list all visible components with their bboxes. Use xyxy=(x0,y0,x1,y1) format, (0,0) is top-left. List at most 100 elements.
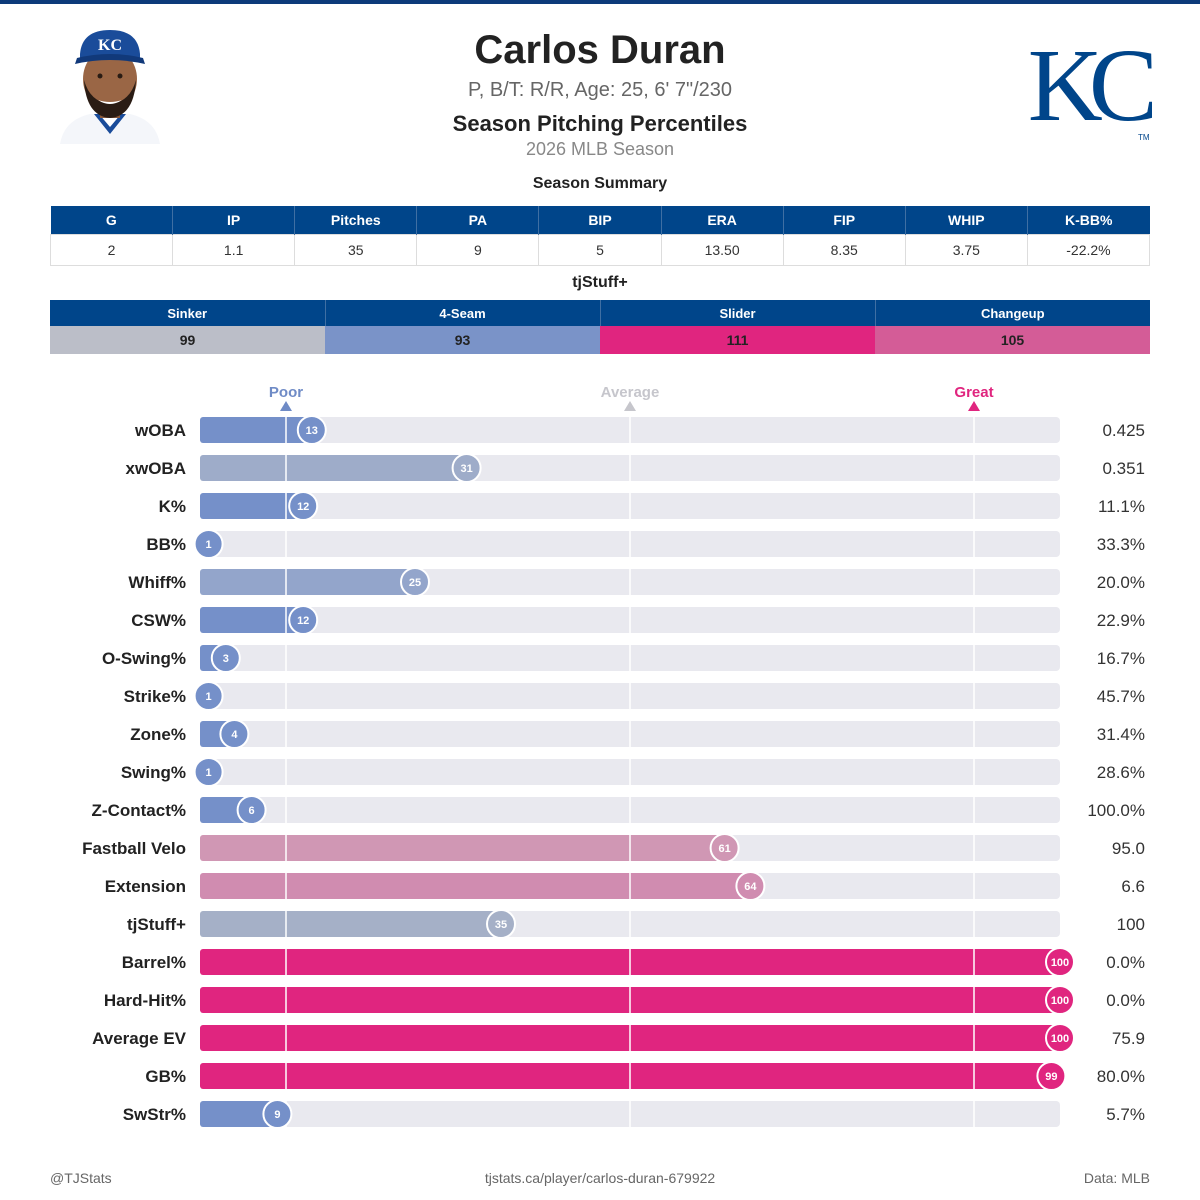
percentile-marker xyxy=(1045,1023,1075,1053)
percentile-value: 6 xyxy=(249,805,255,817)
season-summary-table: G IP Pitches PA BIP ERA FIP WHIP K-BB% 2… xyxy=(49,206,1151,266)
metric-label: wOBA xyxy=(134,421,186,440)
summary-header: IP xyxy=(172,206,296,235)
stat-value: 80.0% xyxy=(1097,1067,1145,1086)
percentile-value: 61 xyxy=(718,843,730,855)
summary-header: Pitches xyxy=(294,206,418,235)
summary-value: 5 xyxy=(538,234,662,266)
summary-header: PA xyxy=(416,206,540,235)
metric-label: GB% xyxy=(145,1067,186,1086)
metric-label: SwStr% xyxy=(123,1105,186,1124)
stat-value: 75.9 xyxy=(1112,1029,1145,1048)
percentile-marker xyxy=(219,719,250,749)
percentile-value: 31 xyxy=(460,463,472,475)
reference-marker-icon xyxy=(968,401,980,411)
metric-label: xwOBA xyxy=(126,459,186,478)
percentile-marker xyxy=(193,681,224,711)
percentile-value: 12 xyxy=(297,501,309,513)
stat-value: 5.7% xyxy=(1106,1105,1145,1124)
percentile-value: 100 xyxy=(1051,957,1069,969)
summary-value: 13.50 xyxy=(660,234,784,266)
percentile-bar xyxy=(200,455,467,481)
stat-value: 0.0% xyxy=(1106,991,1145,1010)
percentile-value: 64 xyxy=(744,881,757,893)
summary-value: 3.75 xyxy=(904,234,1028,266)
percentile-marker xyxy=(288,491,319,521)
percentile-marker xyxy=(1045,985,1075,1015)
metric-label: tjStuff+ xyxy=(127,915,186,934)
percentile-marker xyxy=(210,643,241,673)
pitch-tjstuff-value: 111 xyxy=(600,326,875,354)
percentile-bar xyxy=(200,569,415,595)
summary-header-row: G IP Pitches PA BIP ERA FIP WHIP K-BB% xyxy=(50,206,1150,235)
percentile-marker xyxy=(451,453,482,483)
reference-label: Average xyxy=(601,384,660,401)
stat-value: 22.9% xyxy=(1097,611,1145,630)
player-photo: KC xyxy=(50,24,170,144)
tjstuff-value-row: 99 93 111 105 xyxy=(50,326,1150,354)
percentile-bar xyxy=(200,1063,1052,1089)
pitch-type-header: Changeup xyxy=(875,300,1150,326)
summary-header: K-BB% xyxy=(1027,206,1150,235)
percentile-marker xyxy=(486,909,516,939)
metric-label: BB% xyxy=(146,535,186,554)
percentile-value: 9 xyxy=(274,1109,280,1121)
top-accent-bar xyxy=(0,0,1200,4)
percentile-marker xyxy=(193,757,224,787)
percentile-value: 4 xyxy=(231,729,238,741)
stat-value: 31.4% xyxy=(1097,725,1145,744)
reference-marker-icon xyxy=(280,401,292,411)
tjstuff-table: Sinker 4-Seam Slider Changeup 99 93 111 … xyxy=(50,300,1150,354)
metric-label: CSW% xyxy=(131,611,186,630)
percentile-marker xyxy=(288,605,319,635)
percentile-value: 1 xyxy=(206,691,212,703)
percentile-bar xyxy=(200,911,501,937)
summary-value: -22.2% xyxy=(1026,234,1151,266)
metric-label: Strike% xyxy=(124,687,186,706)
footer-url: tjstats.ca/player/carlos-duran-679922 xyxy=(484,1170,716,1186)
stat-value: 95.0 xyxy=(1112,839,1145,858)
percentile-value: 12 xyxy=(297,615,309,627)
stat-value: 0.351 xyxy=(1102,459,1145,478)
metric-label: Average EV xyxy=(92,1029,187,1048)
pitch-tjstuff-value: 105 xyxy=(875,326,1150,354)
summary-header: WHIP xyxy=(905,206,1028,235)
team-logo-text: KC xyxy=(1028,28,1152,143)
percentile-value: 100 xyxy=(1051,995,1069,1007)
percentile-marker xyxy=(709,833,740,863)
footer-source: Data: MLB xyxy=(1083,1170,1150,1186)
percentile-marker xyxy=(400,567,430,597)
metric-label: Fastball Velo xyxy=(82,839,186,858)
percentile-marker xyxy=(1045,947,1075,977)
percentile-value: 25 xyxy=(409,577,421,589)
metric-label: Swing% xyxy=(121,763,186,782)
summary-value: 8.35 xyxy=(782,234,906,266)
percentile-bar xyxy=(200,417,312,443)
percentile-value: 1 xyxy=(206,767,212,779)
stat-value: 28.6% xyxy=(1097,763,1145,782)
metric-label: Z-Contact% xyxy=(92,801,186,820)
metric-label: Whiff% xyxy=(128,573,186,592)
percentile-marker xyxy=(262,1099,293,1129)
stat-value: 45.7% xyxy=(1097,687,1145,706)
trademark-mark: TM xyxy=(1138,133,1150,142)
percentile-value: 1 xyxy=(206,539,212,551)
metric-label: Zone% xyxy=(130,725,186,744)
stat-value: 0.0% xyxy=(1106,953,1145,972)
percentile-marker xyxy=(236,795,267,825)
stat-value: 33.3% xyxy=(1097,535,1145,554)
summary-value: 35 xyxy=(294,234,418,266)
percentile-bar xyxy=(200,607,304,633)
percentile-value: 3 xyxy=(223,653,229,665)
percentile-value: 35 xyxy=(495,919,507,931)
percentile-value: 13 xyxy=(306,425,318,437)
metric-label: K% xyxy=(159,497,186,516)
percentile-bar xyxy=(200,873,751,899)
stat-value: 11.1% xyxy=(1098,497,1145,516)
reference-label: Poor xyxy=(269,384,303,401)
reference-marker-icon xyxy=(624,401,636,411)
percentile-marker xyxy=(296,415,327,445)
summary-value: 9 xyxy=(416,234,540,266)
percentile-marker xyxy=(193,529,224,559)
